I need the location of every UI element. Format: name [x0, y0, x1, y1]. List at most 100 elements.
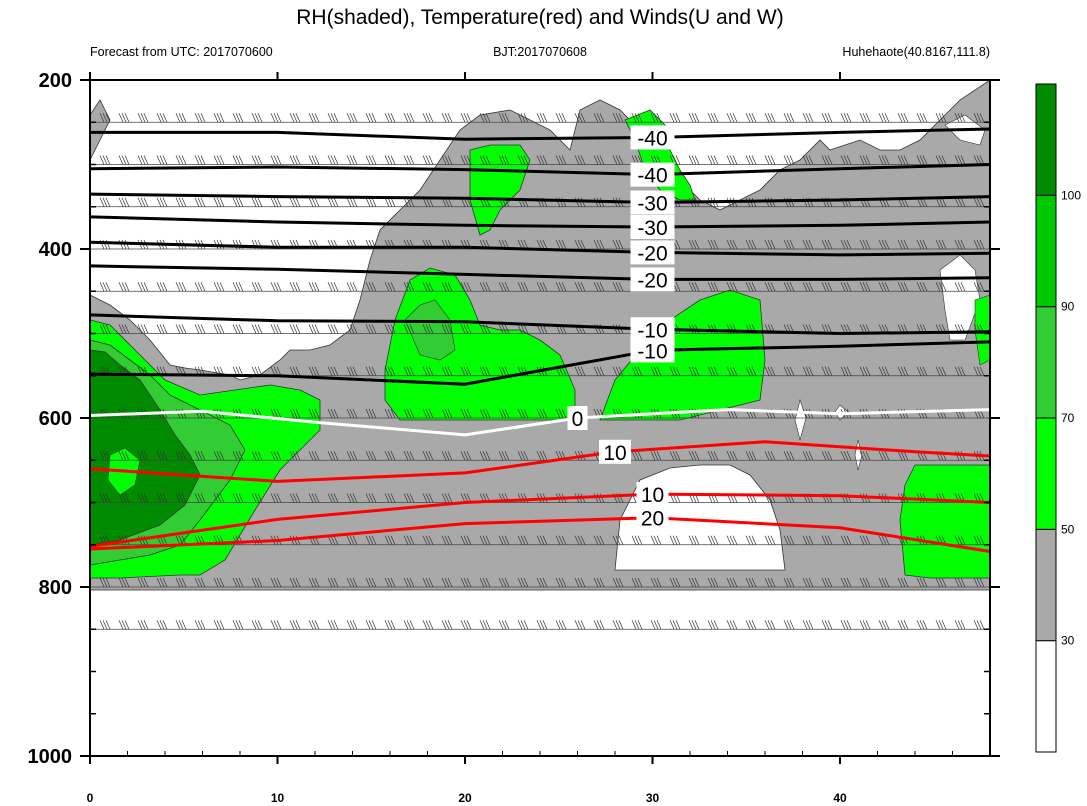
wind-barb	[555, 577, 567, 588]
temperature-contour	[89, 192, 991, 205]
wind-barb	[840, 155, 852, 165]
contour-label-box	[636, 505, 669, 530]
colorbar-label: 90	[1061, 300, 1075, 314]
wind-barb	[764, 535, 776, 545]
wind-barb	[517, 282, 529, 292]
wind-barb	[346, 493, 358, 503]
contour-label-box	[630, 338, 675, 363]
wind-barb	[612, 577, 624, 588]
wind-barb	[821, 155, 833, 165]
wind-barb	[498, 282, 510, 292]
colorbar: 30 50 70 90 100	[1035, 83, 1081, 753]
wind-barb	[574, 535, 586, 545]
temperature-contour	[89, 264, 991, 281]
wind-level-lines	[90, 113, 990, 630]
wind-barb	[821, 451, 833, 461]
wind-barb	[251, 282, 263, 292]
wind-barb	[802, 451, 814, 461]
temperature-contour	[89, 215, 991, 229]
wind-barb	[669, 620, 681, 630]
wind-barb	[156, 155, 168, 165]
chart-subtitle-forecast: Forecast from UTC: 2017070600	[90, 45, 273, 59]
wind-barb	[403, 113, 415, 123]
wind-barb	[593, 239, 605, 250]
wind-barb	[821, 239, 833, 250]
wind-barb	[479, 620, 491, 630]
wind-barb	[688, 239, 700, 250]
wind-barb	[821, 282, 833, 292]
wind-barb	[270, 366, 282, 376]
wind-barb	[631, 577, 643, 588]
wind-barb	[346, 324, 358, 334]
wind-barb	[213, 324, 225, 334]
wind-barb	[498, 366, 510, 376]
wind-barb	[859, 451, 871, 461]
wind-barb	[251, 113, 263, 123]
wind-barb	[517, 535, 529, 545]
wind-barb	[517, 113, 529, 123]
wind-barb	[289, 113, 301, 123]
wind-barb	[403, 155, 415, 165]
wind-barb	[935, 113, 947, 123]
wind-barb	[688, 577, 700, 588]
contour-label-box	[630, 240, 675, 265]
wind-barb	[650, 366, 662, 376]
wind-barb	[859, 535, 871, 545]
wind-barb	[631, 366, 643, 376]
wind-barb	[916, 155, 928, 165]
wind-barb	[460, 366, 472, 376]
wind-barb	[403, 324, 415, 334]
wind-barb	[232, 620, 244, 630]
wind-barb	[897, 239, 909, 250]
wind-barb	[707, 620, 719, 630]
contour-label-box	[630, 190, 675, 215]
wind-barb	[251, 577, 263, 588]
rh-shade-mid-green-center	[404, 299, 456, 361]
wind-barb	[612, 155, 624, 165]
wind-barb	[251, 324, 263, 334]
wind-barb	[441, 535, 453, 545]
wind-barb	[346, 620, 358, 630]
wind-barb	[498, 324, 510, 334]
wind-barb	[783, 155, 795, 165]
wind-barb	[213, 451, 225, 461]
wind-barb	[935, 620, 947, 630]
wind-barb	[308, 620, 320, 630]
wind-barb	[175, 155, 187, 165]
wind-barb	[954, 366, 966, 376]
wind-barb	[137, 113, 149, 123]
contour-label: 0	[572, 408, 584, 431]
wind-barb	[403, 620, 415, 630]
wind-barb	[764, 113, 776, 123]
wind-barb	[555, 282, 567, 292]
wind-barb	[593, 366, 605, 376]
wind-barb	[612, 366, 624, 376]
wind-barb	[574, 239, 586, 250]
contour-label: 20	[641, 508, 664, 531]
wind-barb	[99, 324, 111, 334]
wind-barb	[745, 155, 757, 165]
wind-barb	[232, 113, 244, 123]
wind-barb	[935, 155, 947, 165]
wind-barb	[878, 113, 890, 123]
wind-barb	[536, 113, 548, 123]
wind-barb	[308, 197, 320, 207]
wind-barb	[821, 366, 833, 376]
wind-barb	[156, 577, 168, 588]
wind-barb	[612, 620, 624, 630]
wind-barb	[327, 324, 339, 334]
wind-barb	[916, 113, 928, 123]
wind-barb	[555, 408, 567, 419]
wind-barb	[498, 113, 510, 123]
wind-barb	[631, 113, 643, 123]
wind-barb	[859, 577, 871, 588]
wind-barb	[574, 577, 586, 588]
wind-barb	[973, 197, 985, 207]
wind-barb	[669, 577, 681, 588]
wind-barb	[460, 451, 472, 461]
wind-barb	[574, 155, 586, 165]
wind-barb	[422, 577, 434, 588]
contour-label-box	[599, 439, 631, 464]
x-tick-label: 20	[458, 791, 472, 805]
wind-barb	[422, 324, 434, 334]
